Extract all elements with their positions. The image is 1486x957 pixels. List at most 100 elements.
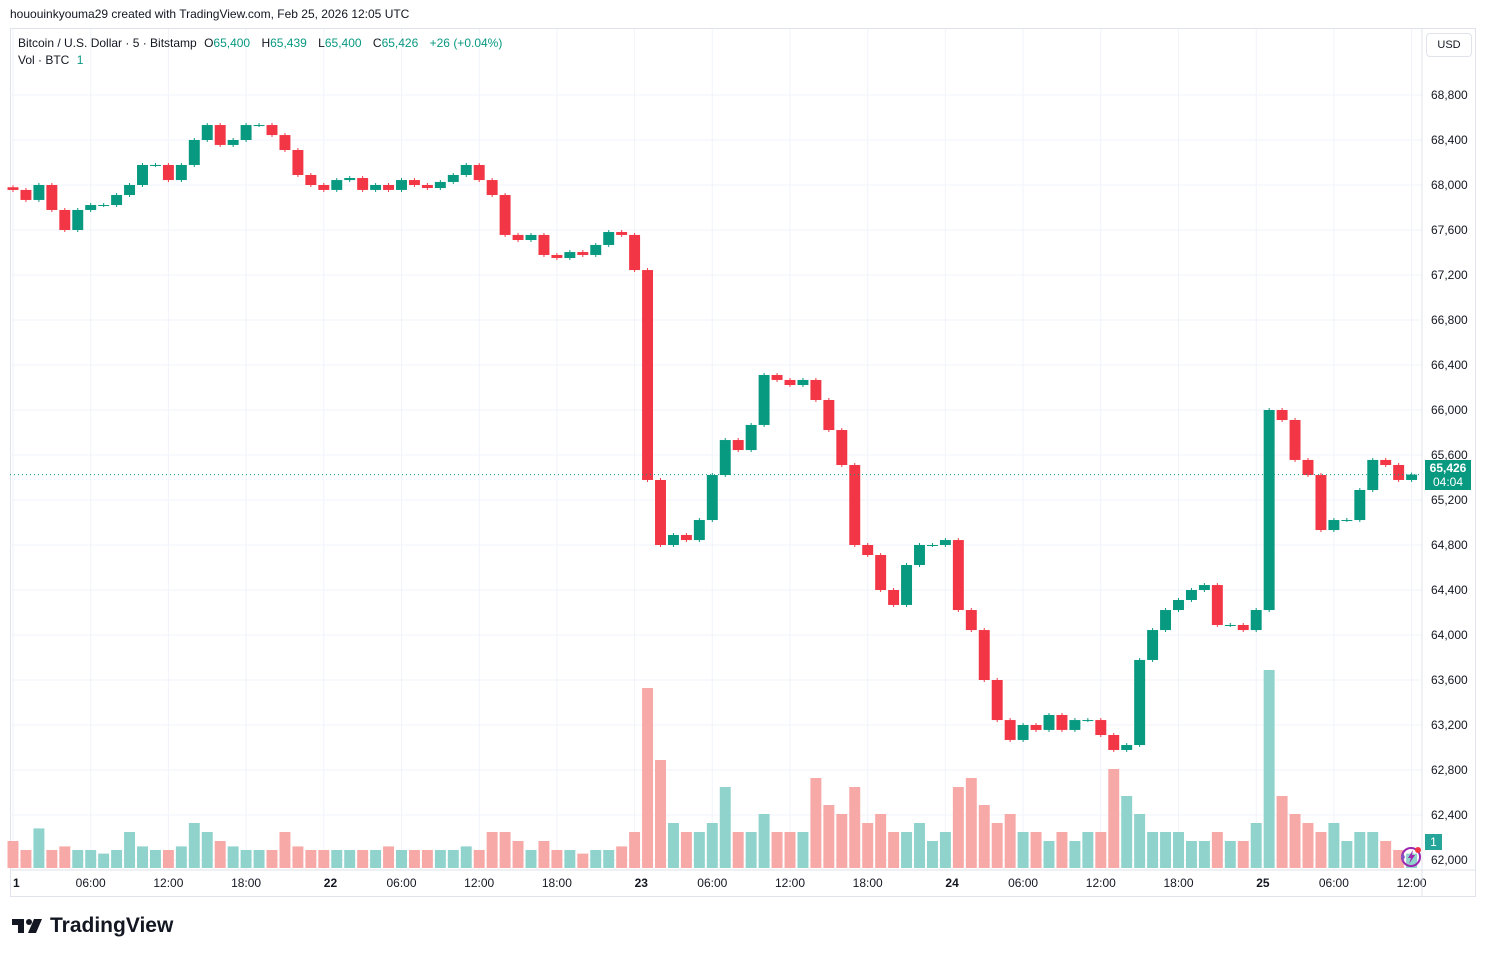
candle bbox=[111, 195, 123, 206]
candle bbox=[810, 379, 822, 400]
candle bbox=[1393, 465, 1405, 480]
candle bbox=[227, 140, 239, 145]
volume-bar bbox=[279, 832, 291, 868]
candle bbox=[1263, 410, 1275, 611]
y-tick-label: 68,800 bbox=[1431, 88, 1468, 102]
candle bbox=[447, 174, 459, 182]
volume-bar bbox=[823, 805, 835, 868]
candle bbox=[292, 150, 304, 175]
volume-bar bbox=[564, 850, 576, 868]
candle bbox=[862, 545, 874, 556]
volume-bar bbox=[642, 688, 654, 868]
volume-bar bbox=[810, 778, 822, 868]
high-label: H bbox=[261, 36, 271, 50]
candle bbox=[719, 440, 731, 476]
volume-bar bbox=[1082, 832, 1094, 868]
volume-bar bbox=[357, 850, 369, 868]
volume-bar bbox=[1185, 841, 1197, 868]
x-tick-label: 06:00 bbox=[697, 876, 727, 890]
volume-bar bbox=[577, 853, 589, 868]
volume-bar bbox=[1069, 841, 1081, 868]
lightning-spark-icon[interactable] bbox=[1398, 845, 1424, 869]
candle bbox=[162, 164, 174, 181]
candle bbox=[965, 610, 977, 631]
y-tick-label: 66,000 bbox=[1431, 403, 1468, 417]
candle bbox=[564, 252, 576, 259]
volume-bar bbox=[421, 850, 433, 868]
x-tick-label: 12:00 bbox=[1086, 876, 1116, 890]
open-label: O bbox=[204, 36, 214, 50]
x-tick-label: 18:00 bbox=[1163, 876, 1193, 890]
candle bbox=[240, 125, 252, 140]
x-tick-label: 1 bbox=[13, 876, 20, 890]
x-tick-label: 06:00 bbox=[1008, 876, 1038, 890]
candle bbox=[1108, 735, 1120, 750]
candle bbox=[137, 164, 148, 185]
candle bbox=[1069, 720, 1081, 730]
volume-bar bbox=[473, 850, 485, 868]
volume-bar bbox=[1056, 832, 1068, 868]
volume-bar bbox=[706, 823, 718, 868]
candle bbox=[901, 565, 913, 605]
volume-bar bbox=[1043, 841, 1055, 868]
volume-label[interactable]: Vol · BTC bbox=[18, 53, 70, 67]
candle bbox=[7, 187, 19, 190]
volume-bar bbox=[693, 832, 705, 868]
volume-bar bbox=[1121, 796, 1133, 868]
candle bbox=[875, 555, 887, 590]
candle bbox=[1341, 520, 1353, 522]
volume-bar bbox=[784, 832, 796, 868]
volume-bar bbox=[1354, 832, 1366, 868]
volume-bar bbox=[512, 841, 524, 868]
candle bbox=[318, 185, 330, 190]
candle bbox=[1082, 720, 1094, 722]
y-tick-label: 62,800 bbox=[1431, 763, 1468, 777]
volume-bar bbox=[849, 787, 861, 868]
volume-bar bbox=[1211, 832, 1223, 868]
close-label: C bbox=[372, 36, 382, 50]
x-tick-label: 18:00 bbox=[231, 876, 261, 890]
volume-bar bbox=[266, 850, 278, 868]
currency-button[interactable]: USD bbox=[1426, 33, 1472, 57]
candle bbox=[396, 180, 407, 190]
candle bbox=[20, 189, 32, 200]
y-tick-label: 66,400 bbox=[1431, 358, 1468, 372]
candle bbox=[1004, 720, 1016, 740]
volume-bar bbox=[434, 850, 446, 868]
volume-bar bbox=[551, 850, 563, 868]
candle bbox=[693, 520, 705, 541]
x-tick-label: 12:00 bbox=[775, 876, 805, 890]
candle bbox=[149, 164, 161, 166]
volume-bar bbox=[1367, 832, 1379, 868]
tradingview-logo-icon bbox=[12, 919, 42, 933]
symbol-name[interactable]: Bitcoin / U.S. Dollar · 5 · Bitstamp bbox=[18, 36, 197, 50]
candle bbox=[383, 185, 395, 190]
candle bbox=[642, 270, 654, 480]
volume-bar bbox=[719, 787, 731, 868]
volume-bar bbox=[629, 832, 641, 868]
volume-bar bbox=[499, 832, 511, 868]
candle bbox=[33, 185, 45, 200]
volume-bar bbox=[797, 832, 809, 868]
last-price: 65,426 bbox=[1429, 461, 1467, 475]
candle bbox=[1289, 420, 1301, 460]
y-tick-label: 66,800 bbox=[1431, 313, 1468, 327]
candle bbox=[978, 630, 990, 680]
volume-bar bbox=[1315, 832, 1327, 868]
candle bbox=[1198, 585, 1210, 590]
candle bbox=[1173, 600, 1184, 611]
y-tick-label: 64,000 bbox=[1431, 628, 1468, 642]
tradingview-logo[interactable]: TradingView bbox=[12, 914, 173, 938]
volume-bar bbox=[525, 850, 537, 868]
x-tick-label: 22 bbox=[324, 876, 338, 890]
candle bbox=[771, 375, 783, 380]
x-tick-label: 06:00 bbox=[386, 876, 416, 890]
candle bbox=[421, 185, 433, 189]
grid bbox=[10, 29, 1422, 870]
candle bbox=[680, 534, 692, 541]
candle bbox=[175, 164, 187, 181]
y-tick-label: 65,600 bbox=[1431, 448, 1468, 462]
volume-bar bbox=[149, 850, 161, 868]
volume-bar bbox=[1380, 841, 1392, 868]
